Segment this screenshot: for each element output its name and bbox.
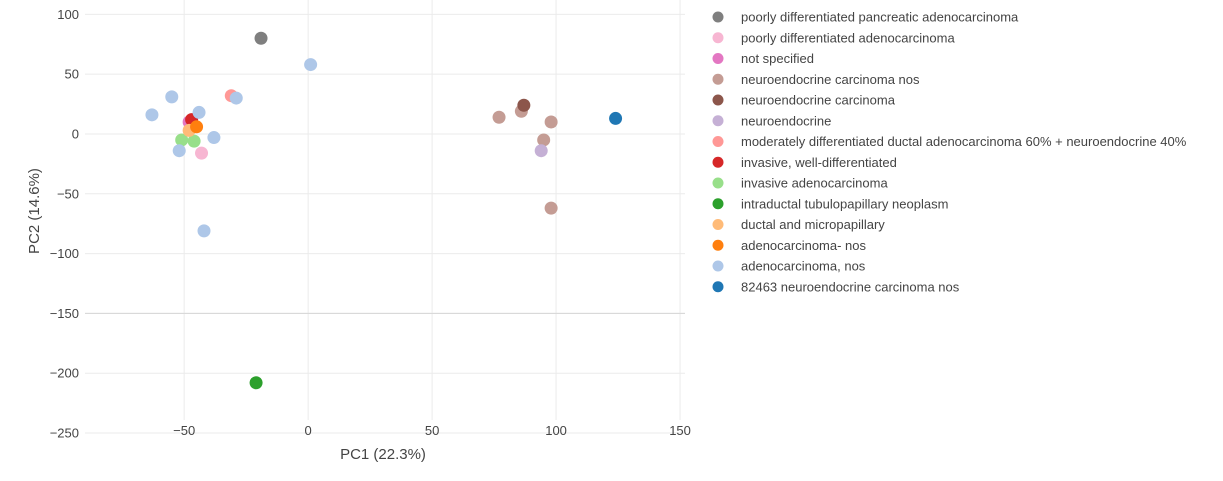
y-tick-label: −50 [57, 186, 79, 201]
y-tick-label: −200 [50, 366, 79, 381]
legend-marker [712, 156, 724, 168]
legend-label: invasive, well-differentiated [741, 155, 897, 170]
data-point [544, 201, 558, 215]
data-point [190, 120, 204, 134]
legend-item[interactable]: poorly differentiated adenocarcinoma [712, 30, 956, 45]
x-gridlines [183, 0, 681, 420]
legend-label: poorly differentiated pancreatic adenoca… [741, 10, 1019, 25]
data-point [165, 90, 179, 104]
legend-label: intraductal tubulopapillary neoplasm [741, 196, 948, 211]
data-point [172, 144, 186, 158]
y-tick-label: 100 [57, 7, 79, 22]
legend-item[interactable]: not specified [712, 51, 815, 66]
legend-item[interactable]: neuroendocrine [712, 113, 832, 128]
legend-label: neuroendocrine [741, 113, 831, 128]
legend-marker [712, 281, 724, 293]
data-point [207, 131, 221, 145]
legend-label: neuroendocrine carcinoma [741, 93, 896, 108]
data-point [145, 108, 159, 122]
legend-marker [712, 73, 724, 85]
x-axis-title: PC1 (22.3%) [340, 446, 426, 463]
legend-item[interactable]: invasive, well-differentiated [712, 155, 897, 170]
legend-marker [712, 260, 724, 272]
x-tick-label: 50 [425, 423, 439, 438]
y-gridlines [85, 13, 685, 434]
data-point [517, 98, 531, 112]
legend-label: invasive adenocarcinoma [741, 176, 888, 191]
data-point [609, 111, 623, 125]
y-tick-label: −250 [50, 426, 79, 441]
data-point [195, 146, 209, 160]
legend-item[interactable]: adenocarcinoma- nos [712, 238, 867, 253]
legend-label: ductal and micropapillary [741, 217, 885, 232]
legend-marker [712, 219, 724, 230]
legend-marker [712, 115, 724, 127]
legend-item[interactable]: ductal and micropapillary [712, 217, 886, 232]
legend-item[interactable]: moderately differentiated ductal adenoca… [712, 134, 1187, 149]
x-tick-label: 150 [669, 423, 691, 438]
x-tick-label: −50 [173, 423, 195, 438]
legend[interactable]: poorly differentiated pancreatic adenoca… [712, 10, 1187, 295]
y-tick-label: −150 [50, 306, 79, 321]
legend-label: neuroendocrine carcinoma nos [741, 72, 920, 87]
legend-item[interactable]: intraductal tubulopapillary neoplasm [712, 196, 949, 211]
data-point [192, 105, 206, 119]
x-tick-labels: −50 0 50 100 150 [173, 423, 691, 438]
legend-label: adenocarcinoma, nos [741, 259, 866, 274]
legend-item[interactable]: neuroendocrine carcinoma nos [712, 72, 920, 87]
legend-item[interactable]: invasive adenocarcinoma [712, 176, 889, 191]
y-axis-title: PC2 (14.6%) [26, 168, 43, 254]
legend-item[interactable]: neuroendocrine carcinoma [712, 93, 896, 108]
y-tick-labels: 100 50 0 −50 −100 −150 −200 −250 [50, 7, 79, 441]
data-point [254, 31, 268, 45]
legend-item[interactable]: poorly differentiated pancreatic adenoca… [712, 10, 1020, 25]
y-tick-label: −100 [50, 246, 79, 261]
legend-label: not specified [741, 51, 814, 66]
legend-marker [712, 136, 724, 147]
data-point [492, 110, 506, 124]
x-tick-label: 100 [545, 423, 567, 438]
data-point [197, 224, 211, 238]
data-point [537, 133, 551, 147]
legend-marker [712, 239, 724, 251]
legend-marker [712, 11, 724, 23]
legend-marker [712, 32, 724, 44]
legend-marker [712, 94, 724, 106]
data-point [175, 133, 189, 147]
x-tick-label: 0 [305, 423, 312, 438]
data-point [249, 376, 263, 390]
data-points [145, 31, 623, 390]
data-point [534, 144, 548, 158]
legend-item[interactable]: adenocarcinoma, nos [712, 259, 866, 274]
legend-label: poorly differentiated adenocarcinoma [741, 30, 955, 45]
data-point [229, 91, 243, 105]
legend-marker [712, 177, 724, 189]
legend-label: adenocarcinoma- nos [741, 238, 867, 253]
legend-marker [712, 53, 724, 64]
legend-marker [712, 198, 724, 210]
legend-label: moderately differentiated ductal adenoca… [741, 134, 1187, 149]
y-tick-label: 0 [72, 126, 79, 141]
data-point [304, 58, 318, 72]
y-tick-label: 50 [65, 67, 79, 82]
legend-label: 82463 neuroendocrine carcinoma nos [741, 279, 960, 294]
legend-item[interactable]: 82463 neuroendocrine carcinoma nos [712, 279, 960, 294]
data-point [544, 115, 558, 129]
data-point [187, 134, 201, 148]
